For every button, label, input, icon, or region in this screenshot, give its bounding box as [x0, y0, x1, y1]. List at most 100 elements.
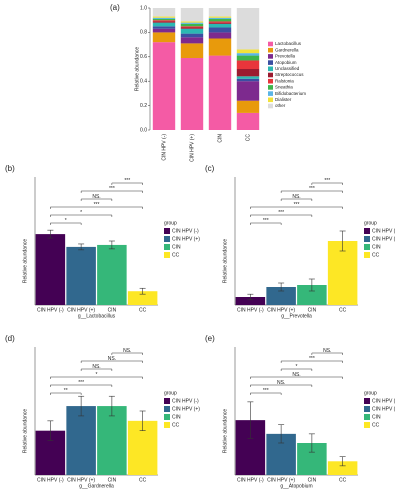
bar	[297, 285, 327, 305]
significance-label: NS.	[277, 380, 285, 386]
significance-label: *	[96, 372, 98, 378]
significance-bracket	[80, 190, 143, 193]
significance-bracket	[250, 214, 313, 217]
significance-bracket	[311, 182, 343, 185]
legend-swatch	[164, 244, 170, 250]
legend-label: CIN HPV (+)	[372, 236, 395, 242]
bar-segment	[236, 53, 260, 56]
bar	[327, 461, 358, 475]
bar-segment	[236, 49, 260, 54]
legend-label: CC	[372, 252, 380, 258]
x-tick-label: CIN	[108, 307, 117, 313]
bar-segment	[208, 18, 232, 22]
legend-swatch	[164, 252, 170, 258]
legend-label: CIN	[372, 414, 381, 420]
significance-bracket	[50, 206, 143, 209]
x-tick-label: CIN HPV (-)	[237, 477, 264, 483]
legend-label: Sneathia	[275, 85, 293, 90]
y-axis-title: Relative abundance	[222, 239, 228, 283]
significance-bracket	[280, 198, 313, 201]
bar-segment	[236, 60, 260, 69]
bar	[66, 246, 96, 305]
bar-segment	[180, 26, 204, 28]
significance-label: NS.	[92, 194, 100, 200]
bar	[266, 287, 296, 305]
significance-bracket	[80, 360, 143, 363]
bar-segment	[152, 8, 176, 17]
significance-bracket	[250, 376, 343, 379]
y-tick-label: 0.6	[140, 54, 147, 60]
bar-segment	[152, 16, 176, 18]
bar-segment	[180, 37, 204, 44]
bar-segment	[180, 58, 204, 130]
legend-title: group	[364, 220, 377, 226]
significance-label: *	[65, 218, 67, 224]
significance-bracket	[80, 368, 113, 371]
significance-label: NS.	[92, 364, 100, 370]
legend-swatch	[268, 97, 273, 103]
bar-segment	[236, 8, 260, 50]
bar-segment	[236, 78, 260, 82]
bar-segment	[180, 43, 204, 59]
significance-bracket	[250, 206, 343, 209]
x-axis-title: g__Gardnerella	[79, 483, 114, 489]
legend-label: CIN HPV (+)	[172, 236, 200, 242]
legend-label: CIN HPV (-)	[172, 228, 199, 234]
significance-label: NS.	[292, 372, 300, 378]
bar	[97, 244, 127, 305]
x-tick-label: CIN HPV (-)	[237, 307, 264, 313]
significance-label: ***	[294, 202, 300, 208]
bar-segment	[152, 42, 176, 130]
significance-label: NS.	[323, 348, 331, 354]
legend-label: CIN HPV (-)	[372, 398, 395, 404]
significance-label: ***	[324, 178, 330, 184]
y-axis-title: Relative abundance	[22, 239, 28, 283]
legend-label: CIN	[172, 244, 181, 250]
legend-swatch	[268, 103, 273, 109]
significance-bracket	[111, 182, 143, 185]
panel-label: (d)	[5, 334, 15, 343]
legend-label: CC	[372, 422, 380, 428]
legend-label: Bifidobacterium	[275, 91, 306, 96]
bar-segment	[236, 81, 260, 101]
legend-swatch	[164, 236, 170, 242]
legend-label: Streptococcus	[275, 72, 304, 77]
significance-bracket	[50, 222, 82, 225]
legend-swatch	[268, 85, 273, 90]
legend-swatch	[164, 398, 170, 404]
bar-segment	[152, 26, 176, 29]
panel-label: (e)	[205, 334, 215, 343]
legend-label: CIN	[172, 414, 181, 420]
bar-segment	[180, 8, 204, 22]
significance-label: NS.	[123, 348, 131, 354]
y-tick-label: 0.8	[140, 30, 147, 36]
legend-swatch	[268, 41, 273, 47]
bar-segment	[236, 76, 260, 79]
legend-label: Prevotella	[275, 54, 296, 59]
bar-segment	[152, 21, 176, 23]
significance-label: *	[296, 364, 298, 370]
x-tick-label: CIN HPV (-)	[37, 307, 64, 313]
x-tick-label: CC	[339, 307, 347, 313]
legend-swatch	[164, 228, 170, 234]
legend-label: Lactobacillus	[275, 41, 302, 46]
significance-label: ***	[124, 178, 130, 184]
x-tick-label: CIN HPV (+)	[267, 307, 295, 313]
legend-swatch	[364, 422, 370, 428]
legend-title: group	[364, 390, 377, 396]
bar-segment	[152, 17, 176, 19]
bar-segment	[152, 22, 176, 27]
x-axis-title: g__Prevotella	[281, 313, 312, 319]
bar-segment	[208, 22, 232, 24]
significance-label: ***	[94, 202, 100, 208]
significance-label: *	[80, 210, 82, 216]
legend-swatch	[164, 422, 170, 428]
x-tick-label: CIN HPV (+)	[267, 477, 295, 483]
legend-label: Unclassified	[275, 66, 300, 71]
x-tick-label: CIN	[308, 477, 317, 483]
bar-segment	[152, 28, 176, 33]
significance-label: ***	[309, 356, 315, 362]
significance-label: ***	[309, 186, 315, 192]
bar-segment	[208, 27, 232, 33]
